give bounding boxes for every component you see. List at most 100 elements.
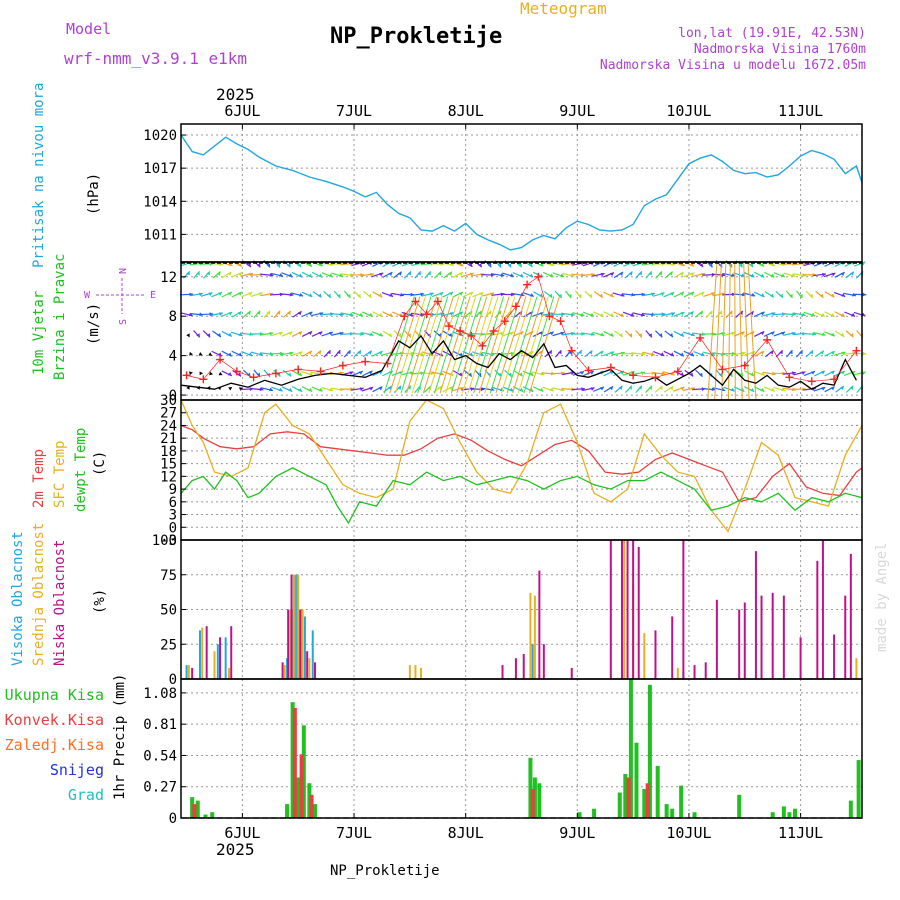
gust-marker (182, 371, 191, 380)
wind-arrowhead (388, 332, 393, 337)
wind-arrowhead (801, 371, 806, 375)
wind-arrowhead (671, 312, 676, 316)
wind-arrowhead (671, 262, 676, 266)
wind-arrowhead (760, 293, 765, 297)
wind-arrow (450, 296, 482, 394)
wind-arrowhead (640, 312, 645, 317)
wind-arrow (383, 296, 415, 394)
precip-bar-total (642, 789, 647, 818)
wind-arrow (394, 296, 426, 394)
wind-arrowhead (638, 271, 642, 276)
wind-arrow (445, 296, 477, 394)
wind-arrowhead (458, 292, 463, 296)
wind-arrow (484, 296, 516, 394)
gust-line (186, 276, 857, 382)
wind-arrowhead (760, 351, 765, 355)
wind-arrowhead (548, 350, 552, 355)
precip-bar-total (203, 814, 208, 818)
wind-arrowhead (749, 263, 754, 268)
wind-arrowhead (739, 310, 743, 315)
wind-arrowhead (609, 313, 614, 317)
wind-arrowhead (430, 371, 435, 376)
wind-arrowhead (820, 312, 825, 317)
y-tick-label: 0 (169, 672, 177, 688)
wind-arrowhead (477, 310, 482, 315)
wind-arrowhead (238, 332, 243, 336)
wind-arrowhead (609, 386, 614, 391)
wind-arrowhead (317, 293, 322, 298)
precip-bar-total (195, 800, 200, 818)
precip-bar-convective (309, 794, 314, 818)
wind-arrowhead (791, 371, 796, 376)
wind-arrowhead (198, 352, 203, 356)
wind-arrowhead (669, 271, 673, 276)
wind-arrowhead (840, 386, 844, 391)
wind-arrowhead (599, 386, 604, 391)
wind-arrowhead (539, 262, 544, 267)
y-tick-label: 6 (169, 495, 177, 511)
wind-arrowhead (731, 332, 736, 336)
temp-2m-line (180, 424, 863, 503)
wind-arrowhead (327, 350, 331, 355)
wind-arrowhead (630, 312, 635, 317)
wind-arrowhead (317, 350, 322, 355)
temp-label-2m: 2m Temp (31, 449, 47, 508)
temperature-labels: 2m Temp SFC Temp dewpt Temp (C) (31, 428, 108, 512)
wind-arrowhead (781, 331, 786, 336)
precip-bar-total (628, 679, 633, 818)
wind-arrowhead (218, 312, 223, 316)
wind-arrowhead (208, 292, 213, 297)
wind-arrow (473, 296, 505, 394)
wind-arrowhead (297, 311, 302, 316)
temp-label-sfc: SFC Temp (52, 441, 68, 508)
y-tick-label: 12 (160, 270, 177, 286)
wind-arrowhead (448, 292, 453, 296)
wind-arrowhead (209, 312, 214, 317)
model-elevation-text: Nadmorska Visina u modelu 1672.05m (600, 58, 866, 73)
wind-arrowhead (679, 352, 684, 357)
date-label-bottom: 9JUL (559, 824, 595, 842)
wind-arrow (422, 296, 454, 394)
wind-arrowhead (580, 312, 585, 317)
date-label-top: 7JUL (336, 102, 372, 120)
wind-arrow (721, 262, 727, 400)
wind-arrowhead (276, 263, 281, 268)
wind-arrowhead (740, 331, 745, 336)
y-tick-label: 15 (160, 457, 177, 473)
wind-arrowhead (357, 293, 361, 298)
wind-arrow (501, 296, 532, 394)
wind-arrowhead (237, 292, 242, 296)
wind-arrowhead (318, 387, 323, 392)
precip-bar-total (301, 725, 306, 818)
wind-arrow (512, 296, 544, 394)
wind-arrowhead (749, 311, 754, 316)
wind-arrowhead (750, 273, 755, 278)
compass-north: N (118, 268, 129, 274)
wind-arrowhead (690, 332, 695, 336)
wind-arrowhead (628, 333, 633, 338)
compass-east: E (150, 290, 156, 301)
wind-arrowhead (479, 292, 484, 296)
wind-arrowhead (549, 331, 554, 336)
wind-arrowhead (318, 331, 323, 336)
wind-arrowhead (449, 312, 454, 316)
wind-arrowhead (188, 371, 193, 376)
wind-arrowhead (346, 294, 351, 299)
wind-arrowhead (620, 292, 625, 297)
wind-arrowhead (509, 273, 514, 277)
wind-arrowhead (278, 387, 283, 392)
wind-arrowhead (760, 387, 765, 392)
wind-arrowhead (801, 312, 806, 317)
y-tick-label: 27 (160, 406, 177, 422)
date-label-bottom: 6JUL (224, 824, 260, 842)
wind-arrow (747, 262, 757, 400)
precip-label-frozen: Zaledj.Kisa (5, 736, 104, 754)
wind-arrowhead (216, 271, 221, 276)
wind-arrowhead (237, 262, 242, 267)
wind-arrowhead (599, 312, 604, 317)
wind-arrowhead (437, 271, 442, 276)
y-tick-label: 50 (160, 603, 177, 619)
wind-arrowhead (641, 292, 646, 297)
wind-arrowhead (779, 293, 783, 298)
wind-arrowhead (298, 273, 303, 278)
